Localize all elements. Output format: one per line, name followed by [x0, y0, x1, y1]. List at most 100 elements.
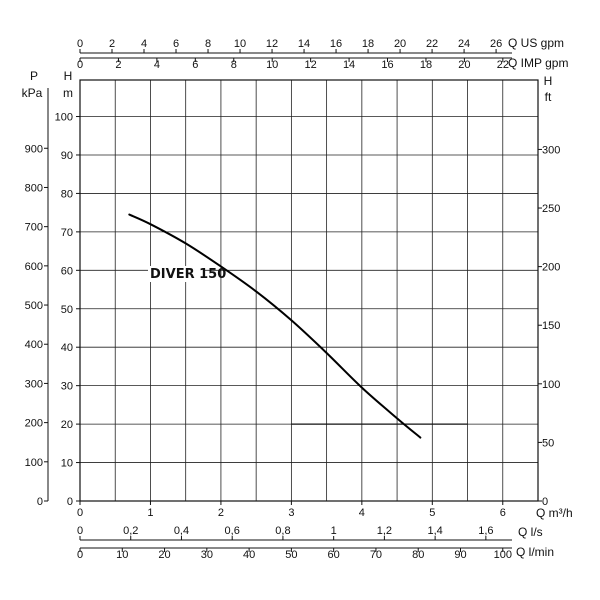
m-tick-label: 40	[61, 342, 73, 354]
q-imp-unit: Q IMP gpm	[508, 56, 568, 70]
q-us-tick-label: 18	[362, 38, 374, 50]
ft-unit-top: H	[544, 74, 553, 88]
q-us-tick-label: 24	[458, 38, 470, 50]
q-ls-tick-label: 0,2	[123, 525, 138, 537]
q-us-tick-label: 0	[77, 38, 83, 50]
ft-tick-label: 0	[542, 496, 548, 508]
q-m3h-tick-label: 2	[218, 507, 224, 519]
ft-unit-bottom: ft	[545, 90, 552, 104]
ft-tick-label: 50	[542, 437, 554, 449]
q-ls-unit: Q l/s	[518, 525, 543, 539]
kpa-tick-label: 400	[25, 339, 43, 351]
q-ls-tick-label: 1,4	[427, 525, 442, 537]
q-lmin-tick-label: 50	[285, 549, 297, 561]
q-imp-tick-label: 16	[381, 59, 393, 71]
curve-label-bg	[148, 266, 204, 282]
q-ls-tick-label: 0	[77, 525, 83, 537]
q-us-tick-label: 10	[234, 38, 246, 50]
kpa-tick-label: 900	[25, 143, 43, 155]
plot-area: DIVER 150	[128, 213, 468, 439]
q-imp-tick-label: 14	[343, 59, 355, 71]
kpa-unit-top: P	[30, 69, 38, 83]
q-lmin-tick-label: 80	[412, 549, 424, 561]
q-ls-tick-label: 1	[331, 525, 337, 537]
q-imp-tick-label: 12	[305, 59, 317, 71]
q-imp-tick-label: 20	[458, 59, 470, 71]
q-us-tick-label: 12	[266, 38, 278, 50]
q-imp-tick-label: 8	[231, 59, 237, 71]
q-lmin-tick-label: 90	[454, 549, 466, 561]
m-tick-label: 50	[61, 304, 73, 316]
kpa-tick-label: 300	[25, 378, 43, 390]
q-m3h-tick-label: 1	[147, 507, 153, 519]
q-imp-tick-label: 18	[420, 59, 432, 71]
kpa-unit-bottom: kPa	[22, 86, 43, 100]
curve-label: DIVER 150	[150, 267, 226, 282]
tick-labels: 0102030405060708090100010020030040050060…	[25, 38, 561, 561]
q-lmin-tick-label: 70	[370, 549, 382, 561]
m-tick-label: 0	[67, 496, 73, 508]
q-us-tick-label: 6	[173, 38, 179, 50]
kpa-tick-label: 800	[25, 182, 43, 194]
q-lmin-tick-label: 20	[158, 549, 170, 561]
q-ls-tick-label: 0,8	[275, 525, 290, 537]
q-imp-tick-label: 10	[266, 59, 278, 71]
axes	[44, 49, 542, 552]
ft-tick-label: 200	[542, 262, 560, 274]
ft-tick-label: 250	[542, 203, 560, 215]
m-tick-label: 30	[61, 381, 73, 393]
q-us-tick-label: 22	[426, 38, 438, 50]
m-unit-bottom: m	[63, 86, 73, 100]
q-us-unit: Q US gpm	[508, 36, 564, 50]
m-unit-top: H	[64, 69, 73, 83]
q-imp-tick-label: 2	[115, 59, 121, 71]
q-us-tick-label: 16	[330, 38, 342, 50]
q-us-tick-label: 20	[394, 38, 406, 50]
q-us-tick-label: 8	[205, 38, 211, 50]
m-tick-label: 100	[55, 112, 73, 124]
curve-diver-150	[128, 213, 422, 439]
grid	[79, 79, 539, 502]
ft-tick-label: 300	[542, 144, 560, 156]
q-ls-tick-label: 0,6	[225, 525, 240, 537]
q-m3h-tick-label: 0	[77, 507, 83, 519]
q-lmin-tick-label: 60	[328, 549, 340, 561]
m-tick-label: 60	[61, 265, 73, 277]
m-tick-label: 10	[61, 458, 73, 470]
kpa-tick-label: 700	[25, 222, 43, 234]
q-imp-tick-label: 6	[192, 59, 198, 71]
q-ls-tick-label: 0,4	[174, 525, 189, 537]
q-lmin-tick-label: 10	[116, 549, 128, 561]
q-lmin-tick-label: 0	[77, 549, 83, 561]
q-imp-tick-label: 0	[77, 59, 83, 71]
q-lmin-tick-label: 100	[494, 549, 512, 561]
q-ls-tick-label: 1,2	[377, 525, 392, 537]
q-m3h-unit: Q m³/h	[536, 506, 573, 520]
q-us-tick-label: 4	[141, 38, 147, 50]
q-us-tick-label: 14	[298, 38, 310, 50]
q-lmin-unit: Q l/min	[516, 545, 554, 559]
q-m3h-tick-label: 6	[500, 507, 506, 519]
kpa-tick-label: 0	[37, 496, 43, 508]
q-m3h-tick-label: 4	[359, 507, 365, 519]
ft-tick-label: 100	[542, 379, 560, 391]
plot-frame	[79, 79, 539, 502]
m-tick-label: 80	[61, 188, 73, 200]
q-m3h-tick-label: 5	[429, 507, 435, 519]
m-tick-label: 20	[61, 419, 73, 431]
kpa-tick-label: 200	[25, 418, 43, 430]
kpa-tick-label: 600	[25, 261, 43, 273]
q-imp-tick-label: 4	[154, 59, 160, 71]
q-m3h-tick-label: 3	[288, 507, 294, 519]
q-imp-tick-label: 22	[497, 59, 509, 71]
q-ls-tick-label: 1,6	[478, 525, 493, 537]
m-tick-label: 90	[61, 150, 73, 162]
q-lmin-tick-label: 30	[201, 549, 213, 561]
m-tick-label: 70	[61, 227, 73, 239]
kpa-tick-label: 500	[25, 300, 43, 312]
kpa-tick-label: 100	[25, 457, 43, 469]
q-lmin-tick-label: 40	[243, 549, 255, 561]
q-us-tick-label: 2	[109, 38, 115, 50]
